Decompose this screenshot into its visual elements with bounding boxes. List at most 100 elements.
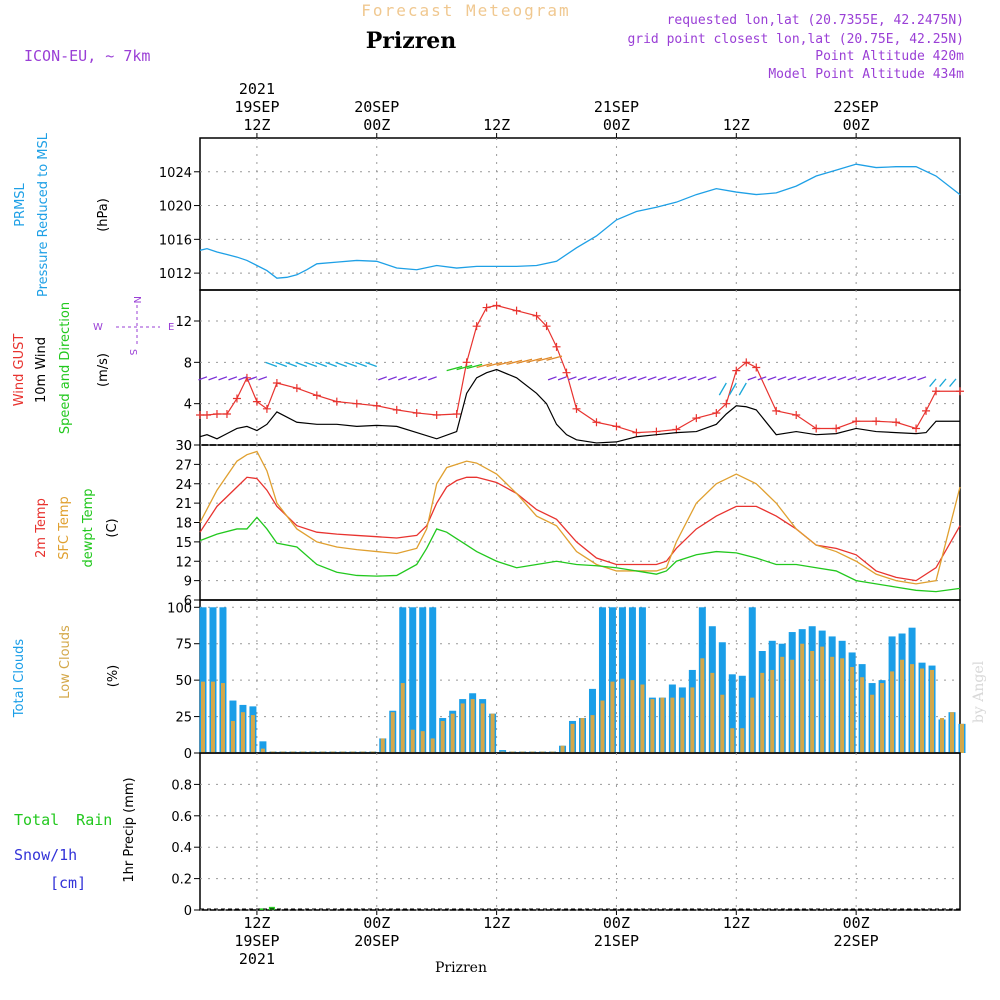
- wind-gust-point: [932, 387, 941, 396]
- wind-arrow: [526, 357, 543, 363]
- top-time-label: 20SEP: [354, 98, 399, 116]
- y-tick-label: 0: [184, 904, 192, 919]
- wind-arrow: [867, 376, 877, 381]
- wind-arrow: [697, 376, 707, 381]
- bottom-time-label: 00Z: [363, 914, 390, 932]
- total-rain-label: Total Rain: [14, 811, 112, 829]
- y-tick-label: 1020: [159, 200, 192, 215]
- low-cloud-bar: [640, 684, 645, 753]
- y-tick-label: 21: [175, 497, 192, 512]
- low-cloud-bar: [220, 683, 225, 753]
- wind-arrow: [305, 361, 318, 368]
- top-time-label: 21SEP: [594, 98, 639, 116]
- y-tick-label: 30: [175, 439, 192, 454]
- wind-arrow: [265, 361, 278, 368]
- wind-arrow: [597, 376, 607, 381]
- wind-gust-point: [312, 391, 321, 400]
- total-cloud-bar: [399, 607, 407, 753]
- wind-gust-point: [552, 342, 561, 351]
- compass-s: S: [127, 349, 138, 355]
- wind-arrow: [917, 376, 927, 381]
- low-cloud-bar: [390, 712, 395, 753]
- total-cloud-bar: [608, 607, 616, 753]
- wind-gust-point: [872, 417, 881, 426]
- wind-arrow: [807, 376, 817, 381]
- wind-arrow: [547, 376, 557, 381]
- compass-rose: N S W E: [93, 296, 174, 355]
- wind-arrow: [847, 376, 857, 381]
- y-tick-label: 0: [184, 439, 192, 454]
- low-cloud-bar: [410, 729, 415, 753]
- total-cloud-bar: [259, 741, 267, 753]
- low-cloud-bar: [940, 718, 945, 753]
- low-cloud-bar: [490, 713, 495, 753]
- wind-arrow: [567, 376, 577, 381]
- low-cloud-bar: [790, 659, 795, 753]
- precip-ylabel: 1hr Precip (mm): [122, 777, 137, 882]
- rain-bar: [258, 908, 265, 910]
- total-cloud-bar: [628, 607, 636, 753]
- location-title: Prizren: [366, 28, 457, 54]
- wind-arrow: [496, 360, 513, 367]
- low-cloud-bar: [250, 715, 255, 753]
- wind-arrow: [857, 376, 867, 381]
- wind-arrow: [285, 361, 298, 368]
- y-tick-label: 6: [184, 594, 192, 609]
- wind-arrow: [408, 376, 417, 381]
- wind-arrow: [757, 376, 767, 381]
- wind-arrow: [258, 376, 268, 381]
- wind-arrow: [536, 356, 553, 362]
- wind-arrow: [486, 361, 503, 368]
- low-cloud-bar: [870, 694, 875, 753]
- wind-gust-point: [462, 358, 471, 367]
- low-cloud-bar: [440, 720, 445, 753]
- y-tick-label: 0.8: [171, 778, 192, 793]
- wind-arrow: [315, 361, 328, 368]
- model-altitude: Model Point Altitude 434m: [768, 67, 964, 82]
- low-cloud-bar: [210, 681, 215, 753]
- pressure-panel: 1012 1016 1020 1024: [159, 137, 961, 291]
- low-cloud-bar: [420, 731, 425, 753]
- wind-gust-label: Wind GUST: [12, 334, 27, 407]
- wind-gust-point: [412, 408, 421, 417]
- y-tick-label: 8: [184, 356, 192, 371]
- wind-arrow: [587, 376, 597, 381]
- y-tick-label: 0.6: [171, 810, 192, 825]
- low-cloud-bar: [700, 658, 705, 753]
- wind-gust-point: [892, 418, 901, 427]
- wind-arrow: [837, 376, 847, 381]
- wind-arrow: [466, 363, 483, 370]
- low-cloud-bar: [580, 718, 585, 753]
- product-title: Forecast Meteogram: [361, 1, 570, 20]
- total-cloud-bar: [738, 675, 746, 753]
- wind-arrow: [797, 376, 807, 381]
- low-cloud-bar: [850, 667, 855, 753]
- low-cloud-bar: [770, 669, 775, 753]
- low-cloud-bar: [900, 659, 905, 753]
- wind-arrow: [647, 376, 657, 381]
- low-cloud-bar: [910, 664, 915, 753]
- wind-arrow: [949, 378, 957, 387]
- wind-arrow: [738, 382, 747, 396]
- low-cloud-bar: [480, 703, 485, 753]
- bottom-time-label: 22SEP: [834, 932, 879, 950]
- wind-gust-point: [352, 399, 361, 408]
- wind-arrow: [506, 359, 523, 366]
- low-cloud-bar: [950, 712, 955, 753]
- wind-gust-point: [196, 411, 204, 420]
- low-cloud-bar: [800, 643, 805, 753]
- wind-arrow: [378, 376, 387, 381]
- low-cloud-bar: [880, 683, 885, 753]
- low-cloud-bar: [600, 700, 605, 753]
- wind-gust-point: [532, 311, 541, 320]
- top-time-label: 00Z: [843, 116, 870, 134]
- wind-gust-point: [492, 301, 501, 310]
- pressure-unit: (hPa): [96, 198, 111, 232]
- wind-gust-point: [772, 406, 781, 415]
- y-tick-label: 0.2: [171, 873, 192, 888]
- low-cloud-bar: [430, 738, 435, 753]
- y-tick-label: 75: [175, 638, 192, 653]
- wind-arrow: [817, 376, 827, 381]
